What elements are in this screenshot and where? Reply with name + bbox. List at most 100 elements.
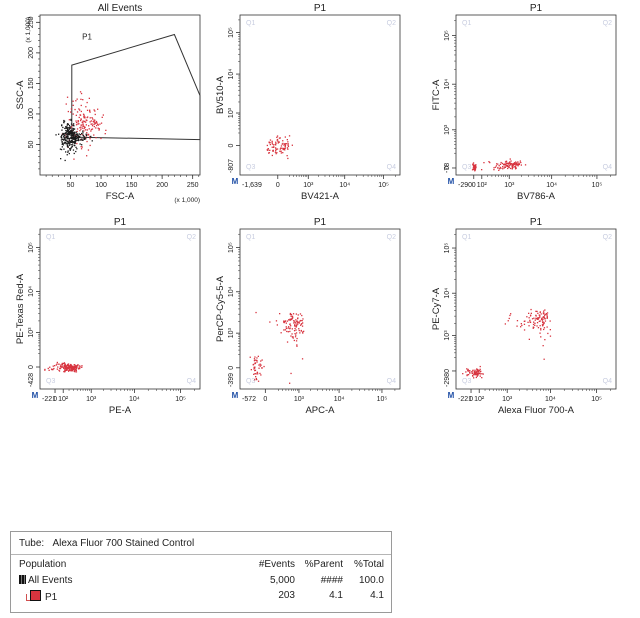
plot3-event-dot xyxy=(501,162,503,165)
plot1-event-dot xyxy=(69,131,72,133)
plot6-event-dot xyxy=(476,368,478,371)
plot1-event-dot xyxy=(72,104,74,106)
plot2-event-dot xyxy=(284,149,286,151)
plot3-y-tick-label: 0 xyxy=(444,166,451,170)
plot2-event-dot xyxy=(284,136,286,138)
plot3-event-dot xyxy=(481,169,483,171)
plot3-event-dot xyxy=(509,164,511,166)
plot3-event-dot xyxy=(488,161,490,163)
plot1-event-dot xyxy=(88,128,90,130)
plot1-event-dot xyxy=(79,127,81,129)
plot1-event-dot xyxy=(71,136,73,138)
plot1-event-dot xyxy=(90,120,92,122)
plot1-event-dot xyxy=(102,114,104,116)
plot4-event-dot xyxy=(64,370,66,373)
plot1-y-tick-label: 150 xyxy=(28,77,35,89)
plot6-event-dot xyxy=(529,321,531,323)
plot6-event-dot xyxy=(508,317,510,320)
plot5-event-dot xyxy=(288,326,290,328)
plot1-event-dot xyxy=(61,124,63,126)
plot5-event-dot xyxy=(261,359,263,361)
plot3-quadrant-label: Q4 xyxy=(603,164,612,171)
plot1-event-dot xyxy=(72,100,74,102)
plot1-event-dot xyxy=(71,130,73,132)
plot1-event-dot xyxy=(79,143,81,145)
plot3-event-dot xyxy=(502,166,504,168)
plot6-x-tick-label: 10⁵ xyxy=(591,396,602,403)
plots-area: All Events 50 100 150 200 250 50 100 150 200 250 FS… xyxy=(15,3,617,416)
plot1-event-dot xyxy=(60,136,62,138)
plot1-event-dot xyxy=(75,100,77,102)
plot6-event-dot xyxy=(543,327,546,329)
plot6-y-axis-label: PE-Cy7-A xyxy=(431,287,442,330)
plot1-event-dot xyxy=(86,132,88,134)
plot5-quadrant-label: Q3 xyxy=(246,378,255,385)
plot3-quadrant-label: Q1 xyxy=(462,20,471,27)
plot5-event-dot xyxy=(294,325,296,327)
table-row-p1[interactable]: P1 203 4.1 4.1 xyxy=(11,590,391,603)
plot5-event-dot xyxy=(286,320,289,322)
plot1-event-dot xyxy=(85,119,87,121)
plot1-event-dot xyxy=(72,129,74,131)
plot4-event-dot xyxy=(44,368,46,371)
plot4-event-dot xyxy=(44,369,46,371)
plot1-event-dot xyxy=(80,92,83,95)
plot3-event-dot xyxy=(499,166,501,169)
plot1-event-dot xyxy=(97,108,99,110)
plot1-event-dot xyxy=(96,122,98,124)
plot2-event-dot xyxy=(267,148,269,150)
plot3-event-dot xyxy=(507,162,509,164)
plot2-quadrant-label: Q4 xyxy=(387,164,396,171)
plot4-y-tick-label: 0 xyxy=(28,365,35,369)
plot5-event-dot xyxy=(294,322,296,324)
table-row-all-events[interactable]: All Events 5,000 #### 100.0 xyxy=(11,575,391,588)
plot6-event-dot xyxy=(539,316,541,318)
plot2-event-dot xyxy=(266,144,268,147)
plot1-event-dot xyxy=(79,136,81,139)
plot4-event-dot xyxy=(69,369,71,371)
plot3-event-dot xyxy=(517,163,519,166)
plot5-event-dot xyxy=(291,333,293,335)
plot5-event-dot xyxy=(296,320,298,322)
plot4-quadrant-label: Q4 xyxy=(187,378,196,385)
plot2-event-dot xyxy=(285,143,287,145)
plot4-event-dot xyxy=(67,363,70,365)
plot1-event-dot xyxy=(68,132,70,134)
plot6-event-dot xyxy=(546,315,548,318)
plot5-y-tick-label: 0 xyxy=(228,366,235,370)
plot1-event-dot xyxy=(65,136,68,138)
plot5-event-dot xyxy=(258,364,260,366)
plot1-event-dot xyxy=(98,129,100,131)
col-population: Population xyxy=(19,559,67,570)
plot2-x-tick-label: 10³ xyxy=(303,182,314,189)
plot3-event-dot xyxy=(507,167,509,170)
plot6-event-dot xyxy=(535,310,537,312)
tube-label: Tube: xyxy=(19,538,45,549)
plot1-event-dot xyxy=(93,121,95,123)
plot1-event-dot xyxy=(73,136,75,138)
plot1-gate-polygon xyxy=(71,33,201,141)
plot2-event-dot xyxy=(271,140,273,142)
plot1-event-dot xyxy=(55,134,57,136)
plot1-event-dot xyxy=(75,150,77,153)
plot1-event-dot xyxy=(89,138,91,140)
plot1-x-tick-label: 150 xyxy=(126,182,138,189)
plot1-event-dot xyxy=(66,127,68,130)
plot3-event-dot xyxy=(502,168,504,170)
plot6-event-dot xyxy=(477,369,479,371)
plot1-event-dot xyxy=(68,144,70,146)
plot4-event-dot xyxy=(75,368,77,370)
plot1-event-dot xyxy=(82,99,84,101)
plot5-event-dot xyxy=(253,358,256,360)
plot1-event-dot xyxy=(80,128,82,130)
plot4-event-dot xyxy=(77,367,79,369)
plot1-event-dot xyxy=(66,144,69,146)
plot4-event-dot xyxy=(71,369,73,371)
plot3-event-dot xyxy=(524,164,527,166)
plot4-event-dot xyxy=(71,369,73,371)
table-header-row: Population #Events %Parent %Total xyxy=(11,559,391,572)
row-name: All Events xyxy=(28,575,73,586)
plot1-event-dot xyxy=(63,148,65,150)
plot3-event-dot xyxy=(471,169,474,171)
plot6-title: P1 xyxy=(530,217,543,228)
